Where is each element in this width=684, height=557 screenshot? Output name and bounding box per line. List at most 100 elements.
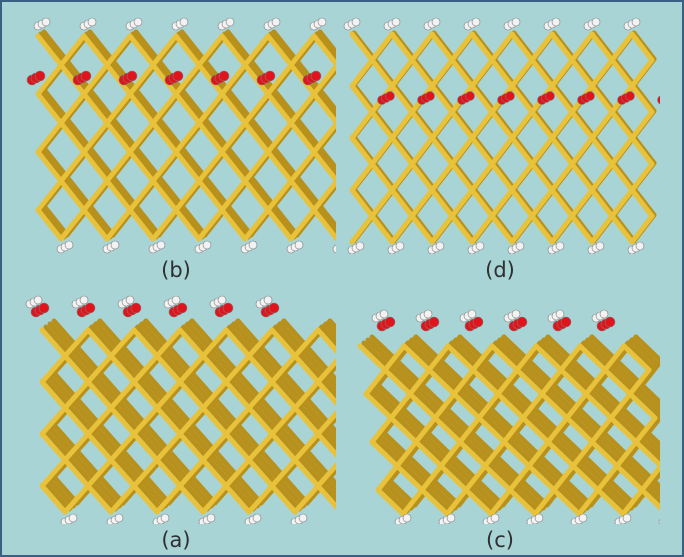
lattice-bond [532, 487, 557, 517]
lattice-bond [212, 344, 241, 376]
hydrogen-atom [171, 295, 181, 305]
lattice-bond [265, 207, 294, 242]
lattice-bond [501, 415, 526, 445]
lattice-bond [231, 321, 260, 353]
lattice-bond [564, 391, 589, 421]
lattice-bond [196, 91, 225, 126]
oxygen-atom [218, 70, 230, 82]
lattice-bond [39, 379, 68, 411]
lattice-bond [569, 213, 595, 245]
lattice-bond [499, 388, 530, 418]
lattice-bond [120, 396, 149, 428]
lattice-bond [127, 33, 156, 68]
lattice-bond [490, 457, 521, 487]
lattice-bond [281, 318, 310, 350]
lattice-bond [196, 207, 225, 242]
lattice-bond [449, 31, 475, 63]
lattice-bond [643, 484, 660, 504]
hydrogen-atom [475, 241, 485, 251]
lattice-bond [120, 448, 149, 480]
lattice-bond [189, 318, 218, 350]
lattice-bond [375, 487, 406, 517]
lattice-bond [139, 425, 168, 457]
lattice-bond [526, 439, 551, 469]
lattice-bond [176, 205, 205, 240]
lattice-bond [476, 415, 507, 445]
lattice-bond [589, 83, 615, 115]
lattice-bond [509, 213, 535, 245]
lattice-bond [154, 431, 183, 463]
lattice-bond [131, 483, 160, 515]
lattice-bond [526, 463, 557, 493]
lattice-bond [478, 361, 509, 391]
lattice-bond [589, 415, 614, 445]
lattice-bond [288, 178, 317, 213]
lattice-bond [469, 31, 495, 63]
lattice-bond [35, 120, 64, 155]
lattice-bond [223, 379, 252, 411]
lattice-bond [173, 91, 202, 126]
lattice-bond [227, 324, 256, 356]
hydrogen-atom [622, 513, 632, 523]
lattice-bond [51, 318, 80, 350]
lattice-bond [389, 31, 415, 63]
hydrogen-atom [599, 309, 609, 319]
lattice-bond [139, 373, 168, 405]
lattice-bond [371, 385, 402, 415]
lattice-bond [314, 205, 336, 236]
lattice-bond [235, 422, 264, 454]
lattice-bond [467, 484, 498, 514]
lattice-bond [323, 321, 336, 340]
hydrogen-atom [631, 17, 641, 27]
lattice-c [357, 309, 660, 524]
lattice-bond [629, 109, 655, 141]
lattice-bond [288, 62, 317, 97]
lattice-bond [127, 149, 156, 184]
oxygen-atom [384, 316, 396, 328]
lattice-bond [587, 388, 618, 418]
hydrogen-atom [534, 513, 544, 523]
lattice-bond [489, 187, 515, 219]
lattice-bond [153, 118, 182, 153]
lattice-bond [219, 120, 248, 155]
lattice-bond [349, 135, 375, 167]
lattice-bond [311, 91, 336, 126]
lattice-bond [444, 487, 469, 517]
lattice-bond [314, 31, 336, 62]
hydrogen-atom-group [394, 513, 660, 524]
lattice-bond [177, 457, 206, 489]
lattice-bond [296, 454, 325, 486]
lattice-bond [35, 62, 64, 97]
lattice-bond [150, 207, 179, 242]
lattice-bond [296, 350, 325, 382]
lattice-bond [317, 145, 336, 173]
lattice-bond [254, 451, 283, 483]
hydrogen-atom [294, 240, 304, 250]
lattice-bond [315, 431, 336, 459]
lattice-bond [51, 474, 80, 506]
lattice-bond [486, 460, 517, 490]
lattice-bond [379, 484, 410, 514]
lattice-bond [176, 89, 205, 124]
oxygen-atom [604, 316, 616, 328]
lattice-bond [436, 412, 467, 442]
lattice-bond [43, 480, 72, 512]
lattice-bond [505, 436, 536, 466]
lattice-bond [173, 149, 202, 184]
lattice-bond [58, 33, 87, 68]
lattice-bond [633, 415, 658, 445]
lattice-bond [529, 213, 555, 245]
lattice-bond [265, 33, 294, 68]
lattice-bond [394, 439, 419, 469]
hydrogen-atom [248, 240, 258, 250]
lattice-bond [158, 402, 187, 434]
lattice-bond [317, 87, 336, 115]
hydrogen-atom [551, 17, 561, 27]
lattice-bond [469, 135, 495, 167]
lattice-bond [223, 327, 252, 359]
lattice-bond [593, 436, 624, 466]
lattice-bond [131, 405, 160, 437]
lattice-bond [367, 388, 398, 418]
lattice-bond [62, 457, 91, 489]
lattice-bond [311, 62, 336, 97]
